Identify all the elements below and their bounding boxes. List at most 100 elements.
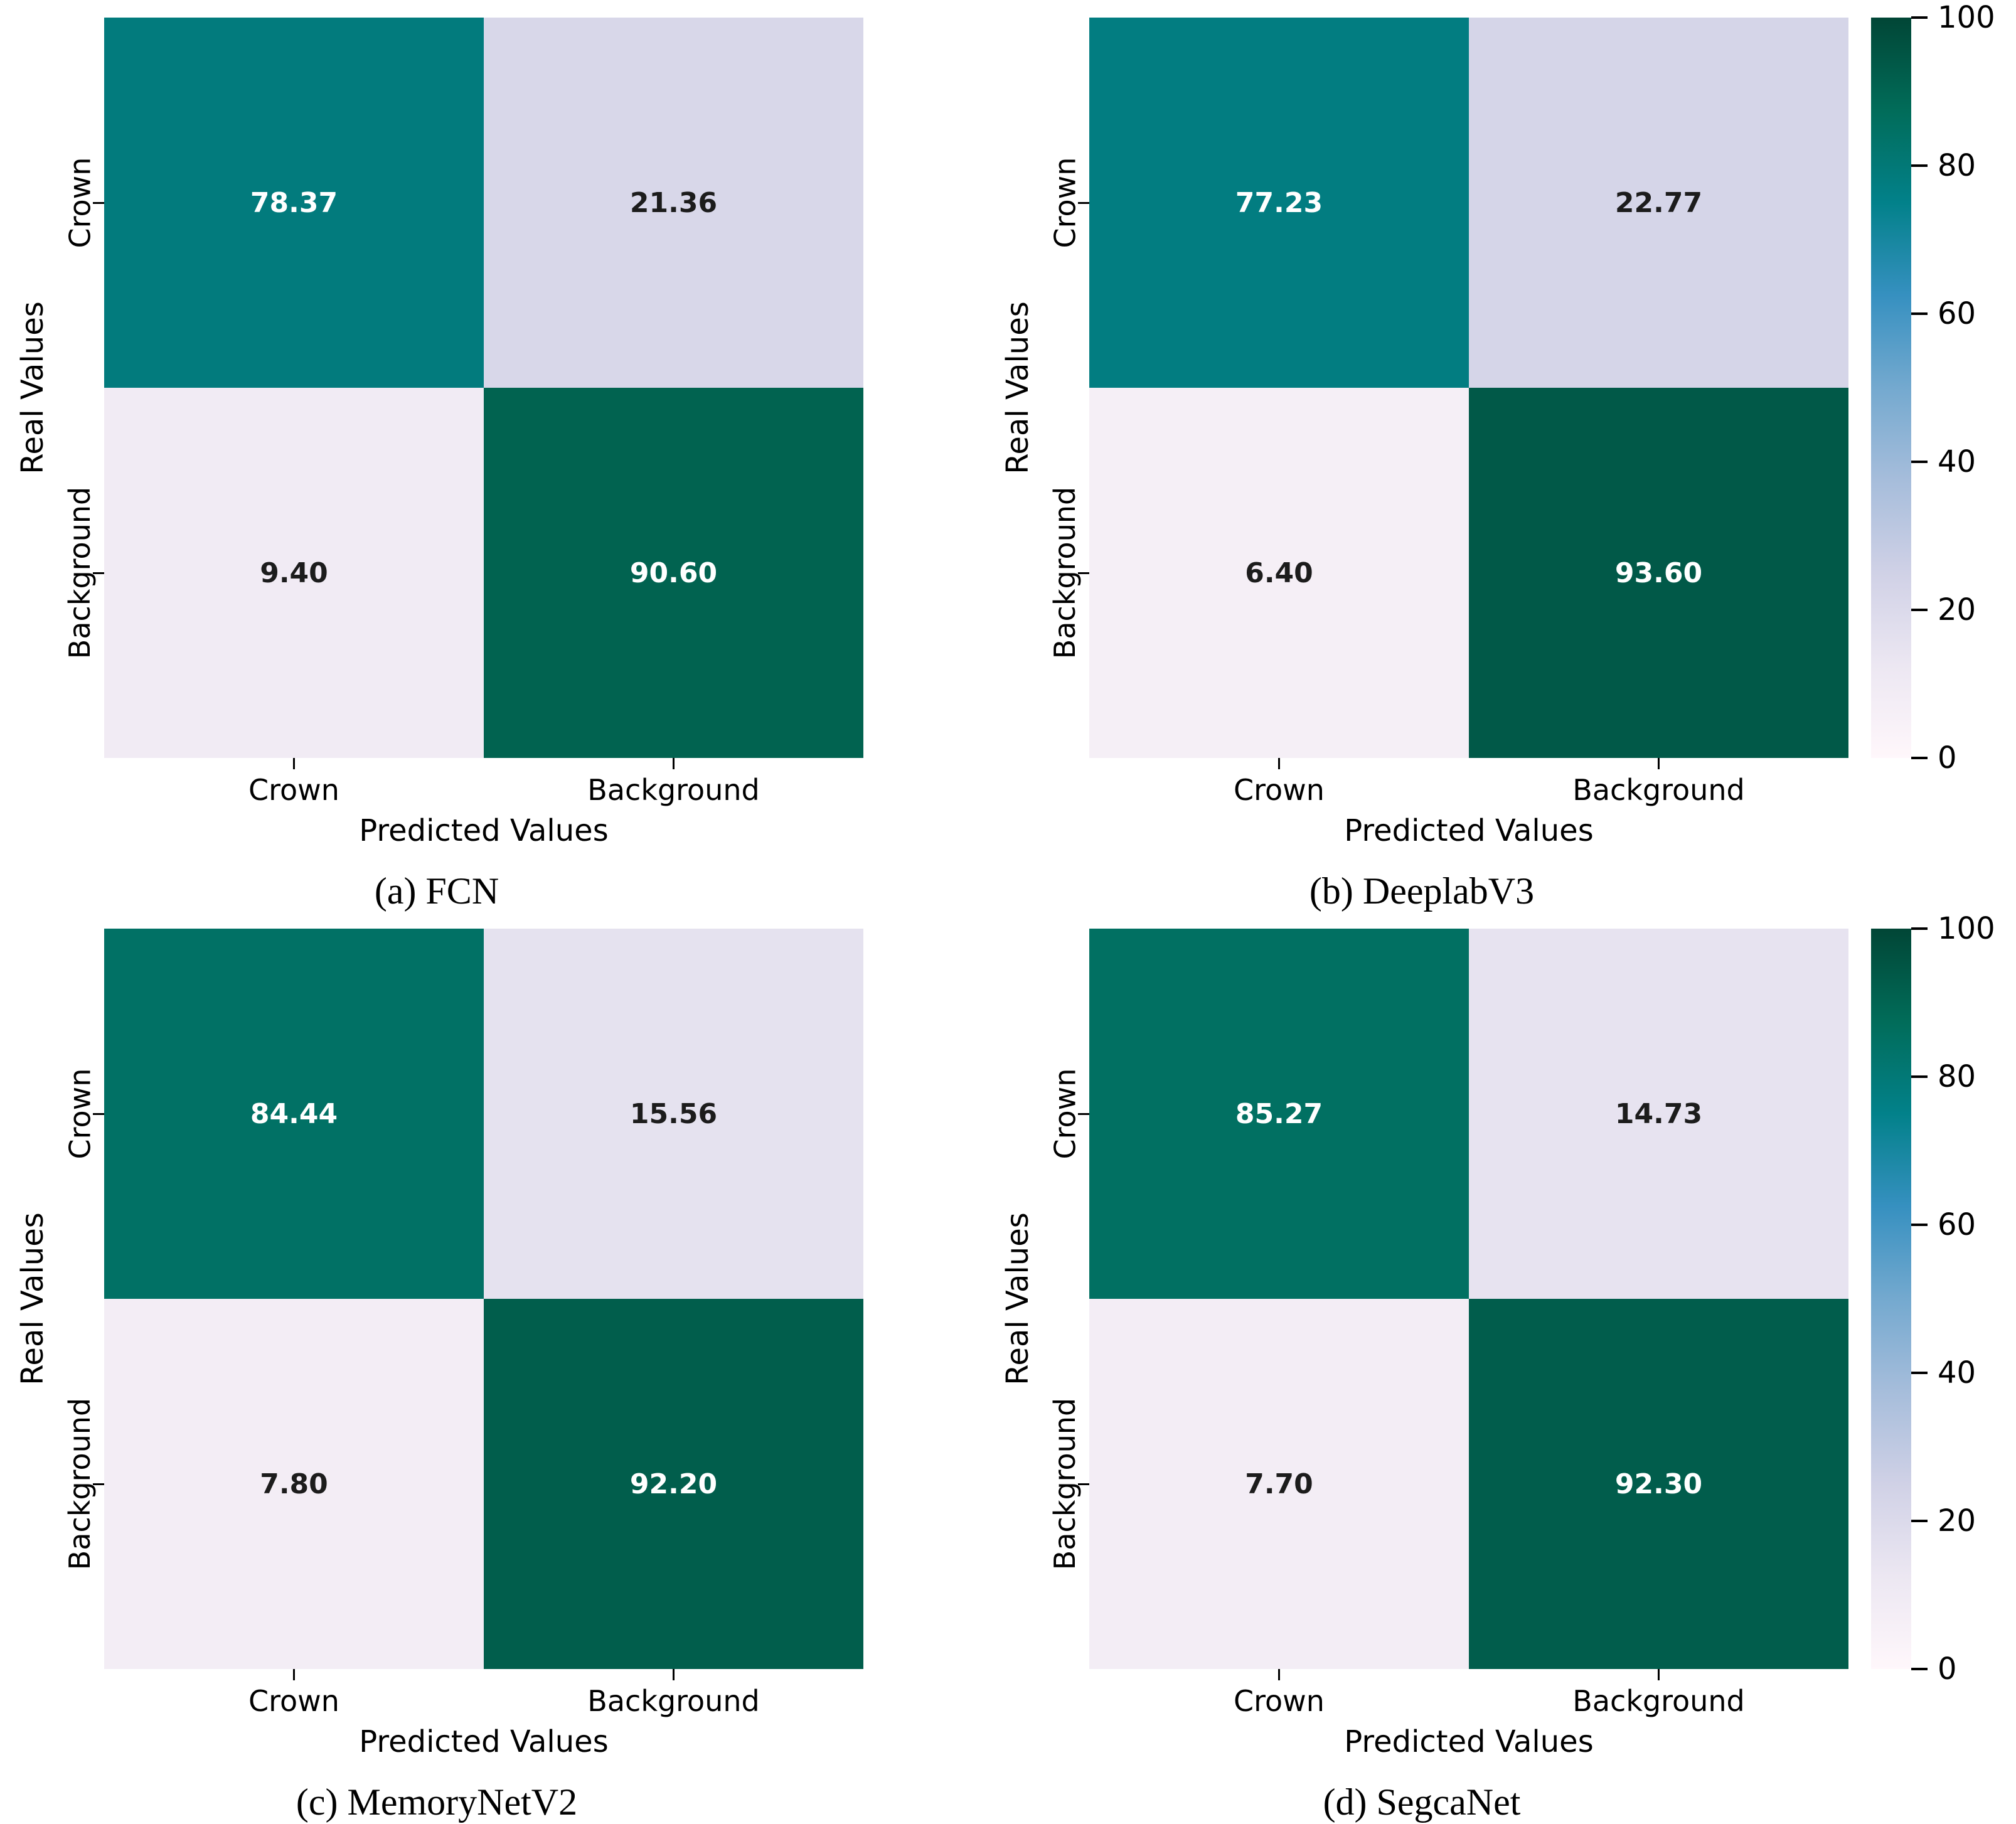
x-tick-label-background: Background xyxy=(587,1684,760,1718)
x-tick-col-2: Background xyxy=(484,758,863,809)
colorbar-tick-label: 80 xyxy=(1938,148,1976,183)
colorbar-tick-mark xyxy=(1911,164,1928,167)
y-axis-tick-mark xyxy=(93,1112,104,1115)
y-tick-label-crown: Crown xyxy=(63,1068,97,1160)
x-tick-label-crown: Crown xyxy=(1234,1684,1325,1718)
colorbar-slot-top: 0 20 40 60 80 100 xyxy=(1871,0,1995,776)
y-tick-label-background: Background xyxy=(1048,486,1082,659)
heatmap-cell-crown-background: 15.56 xyxy=(484,929,863,1299)
x-tick-label-background: Background xyxy=(1572,1684,1745,1718)
heatmap-cell-background-background: 93.60 xyxy=(1469,388,1848,758)
cell-value: 9.40 xyxy=(260,557,328,589)
cell-value: 6.40 xyxy=(1245,557,1313,589)
x-axis-tick-labels: Crown Background xyxy=(104,758,863,809)
cell-value: 84.44 xyxy=(250,1097,338,1130)
y-axis-tick-labels: Crown Background xyxy=(55,18,104,758)
colorbar-tick-label: 80 xyxy=(1938,1059,1976,1094)
colorbar-tick-label: 20 xyxy=(1938,592,1976,627)
x-tick-label-crown: Crown xyxy=(248,773,339,807)
cell-value: 22.77 xyxy=(1614,186,1703,219)
colorbar-tick-mark xyxy=(1911,312,1928,315)
y-axis-label-container: Real Values xyxy=(995,18,1040,758)
heatmap-cell-background-background: 92.20 xyxy=(484,1299,863,1669)
y-axis-tick-labels: Crown Background xyxy=(1040,18,1089,758)
panel-slot-c: Real Values Crown Background 84.44 15.56 7… xyxy=(10,929,863,1823)
y-axis-tick-labels: Crown Background xyxy=(1040,929,1089,1669)
panel-caption: (a) FCN xyxy=(374,870,499,912)
x-tick-col-1: Crown xyxy=(1089,1669,1469,1720)
x-axis-tick-mark xyxy=(1278,1669,1280,1680)
colorbar-tick-mark xyxy=(1911,927,1928,930)
heatmap-cell-background-crown: 9.40 xyxy=(104,388,484,758)
x-tick-label-background: Background xyxy=(1572,773,1745,807)
colorbar-tick-mark xyxy=(1911,1668,1928,1670)
colorbar-tick-mark xyxy=(1911,757,1928,759)
cell-value: 90.60 xyxy=(629,557,718,589)
y-axis-tick-mark xyxy=(1078,201,1089,204)
cell-value: 78.37 xyxy=(250,186,338,219)
heatmap-grid: 78.37 21.36 9.40 90.60 xyxy=(93,18,863,769)
heatmap-cell-crown-background: 14.73 xyxy=(1469,929,1848,1299)
colorbar-tick-label: 40 xyxy=(1938,1355,1976,1390)
y-tick-label-crown: Crown xyxy=(63,157,97,248)
y-axis-label: Real Values xyxy=(15,301,50,474)
colorbar-gradient xyxy=(1871,929,1911,1669)
y-tick-label-background: Background xyxy=(63,486,97,659)
x-axis-label: Predicted Values xyxy=(1344,1724,1594,1759)
heatmap-cell-crown-crown: 77.23 xyxy=(1089,18,1469,388)
y-axis-label-container: Real Values xyxy=(995,929,1040,1669)
cell-value: 15.56 xyxy=(629,1097,718,1130)
y-tick-label-crown: Crown xyxy=(1048,157,1082,248)
y-axis-tick-mark xyxy=(1078,1483,1089,1485)
cell-value: 85.27 xyxy=(1235,1097,1323,1130)
confusion-matrix-panel: Real Values Crown Background 85.27 14.73 7… xyxy=(995,929,1848,1823)
x-axis-label: Predicted Values xyxy=(359,813,609,848)
x-axis-tick-mark xyxy=(1658,1669,1660,1680)
colorbar-tick-mark xyxy=(1911,16,1928,19)
y-axis-label-container: Real Values xyxy=(10,18,55,758)
x-tick-col-2: Background xyxy=(1469,1669,1848,1720)
colorbar-tick-mark xyxy=(1911,1075,1928,1078)
colorbar-tick-mark xyxy=(1911,461,1928,463)
colorbar: 0 20 40 60 80 100 xyxy=(1871,0,1995,776)
panel-caption: (b) DeeplabV3 xyxy=(1309,870,1535,912)
x-tick-col-1: Crown xyxy=(104,1669,484,1720)
heatmap-grid: 85.27 14.73 7.70 92.30 xyxy=(1078,929,1848,1680)
y-axis-tick-labels: Crown Background xyxy=(55,929,104,1669)
cell-value: 77.23 xyxy=(1235,186,1323,219)
y-axis-tick-mark xyxy=(1078,1112,1089,1115)
panel-slot-b: Real Values Crown Background 77.23 22.77 6… xyxy=(995,18,1848,912)
colorbar-tick-label: 20 xyxy=(1938,1503,1976,1539)
x-axis-tick-labels: Crown Background xyxy=(104,1669,863,1720)
x-tick-label-background: Background xyxy=(587,773,760,807)
figure-row-bottom: Real Values Crown Background 84.44 15.56 7… xyxy=(10,910,2016,1823)
x-tick-label-crown: Crown xyxy=(1234,773,1325,807)
x-axis-tick-mark xyxy=(1278,758,1280,769)
x-tick-col-1: Crown xyxy=(1089,758,1469,809)
colorbar-tick-mark xyxy=(1911,1224,1928,1226)
x-tick-col-2: Background xyxy=(1469,758,1848,809)
heatmap-cell-crown-crown: 85.27 xyxy=(1089,929,1469,1299)
y-axis-tick-mark xyxy=(1078,572,1089,574)
x-axis-tick-mark xyxy=(293,1669,295,1680)
panel-slot-a: Real Values Crown Background 78.37 21.36 9… xyxy=(10,18,863,912)
colorbar-tick-label: 0 xyxy=(1938,1651,1957,1687)
cell-value: 93.60 xyxy=(1614,557,1703,589)
heatmap-cell-crown-background: 22.77 xyxy=(1469,18,1848,388)
heatmap-cell-background-crown: 6.40 xyxy=(1089,388,1469,758)
heatmap-cell-crown-background: 21.36 xyxy=(484,18,863,388)
confusion-matrix-panel: Real Values Crown Background 77.23 22.77 6… xyxy=(995,18,1848,912)
panel-caption: (d) SegcaNet xyxy=(1323,1781,1521,1823)
heatmap-grid: 77.23 22.77 6.40 93.60 xyxy=(1078,18,1848,769)
colorbar-tick-label: 0 xyxy=(1938,740,1957,776)
colorbar-gradient xyxy=(1871,18,1911,758)
x-axis-tick-labels: Crown Background xyxy=(1089,758,1848,809)
cell-value: 92.20 xyxy=(629,1468,718,1500)
colorbar-tick-label: 60 xyxy=(1938,1207,1976,1242)
x-axis-tick-mark xyxy=(1658,758,1660,769)
heatmap-cell-background-crown: 7.70 xyxy=(1089,1299,1469,1669)
y-axis-label-container: Real Values xyxy=(10,929,55,1669)
x-axis-tick-mark xyxy=(293,758,295,769)
x-tick-col-1: Crown xyxy=(104,758,484,809)
colorbar-tick-mark xyxy=(1911,1520,1928,1522)
